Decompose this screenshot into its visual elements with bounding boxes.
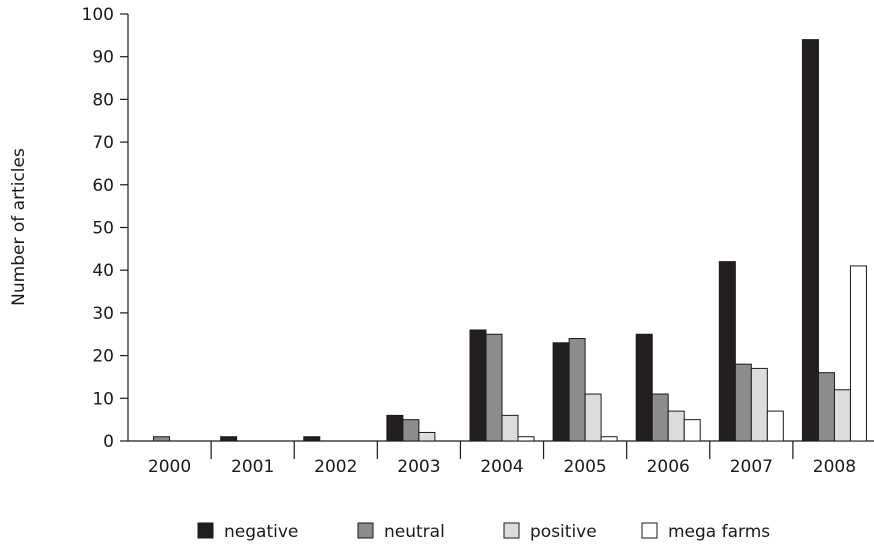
bar-neutral-2007 [734,363,752,442]
bar-positive-2006 [667,410,685,442]
y-axis-ticks: 0 10 20 30 40 50 60 70 80 90 100 [82,5,128,452]
x-tick-label: 2008 [813,457,856,477]
x-axis-ticks: 2000 2001 2002 2003 2004 2005 2006 2007 2008 [148,441,856,477]
legend-swatch-neutral [357,522,374,539]
y-tick-label: 50 [92,219,114,239]
bar-negative-2008 [801,39,819,442]
bar-negative-2006 [635,333,653,442]
x-tick-label: 2002 [314,457,357,477]
bar-positive-2005 [584,393,602,442]
bar-neutral-2004 [485,333,503,442]
bar-positive-2003 [418,431,436,442]
bar-neutral-2000 [153,436,171,442]
bar-positive-2007 [750,367,768,442]
y-tick-label: 100 [82,5,114,25]
y-tick-label: 10 [92,389,114,409]
bar-negative-2001 [220,436,238,442]
x-tick-label: 2001 [231,457,274,477]
x-tick-label: 2004 [480,457,523,477]
y-tick-label: 60 [92,176,114,196]
y-tick-label: 0 [103,432,114,452]
bar-neutral-2006 [651,393,669,442]
bar-mega-farms-2007 [766,410,784,442]
x-tick-label: 2007 [730,457,773,477]
bar-positive-2004 [501,414,519,442]
legend-swatch-positive [503,522,520,539]
bar-negative-2004 [469,329,487,442]
bar-negative-2003 [386,414,404,442]
legend-label-positive: positive [530,522,597,542]
bar-mega-farms-2006 [683,419,701,442]
legend-swatch-mega-farms [641,522,658,539]
bar-neutral-2005 [568,338,586,442]
x-tick-label: 2003 [397,457,440,477]
x-tick-label: 2000 [148,457,191,477]
bar-positive-2008 [833,389,851,442]
y-tick-label: 90 [92,48,114,68]
bar-neutral-2003 [402,419,420,442]
legend-label-neutral: neutral [384,522,445,542]
legend-label-negative: negative [224,522,298,542]
bars-group [153,39,867,442]
y-tick-label: 70 [92,133,114,153]
y-tick-label: 20 [92,347,114,367]
x-tick-label: 2006 [647,457,690,477]
bar-negative-2007 [718,261,736,442]
y-tick-label: 40 [92,261,114,281]
y-tick-label: 30 [92,304,114,324]
bar-neutral-2008 [817,372,835,442]
y-tick-label: 80 [92,90,114,110]
legend: negative neutral positive mega farms [197,522,770,542]
bar-negative-2005 [552,342,570,442]
bar-mega-farms-2005 [600,436,618,442]
bar-mega-farms-2004 [517,436,535,442]
y-axis-title: Number of articles [9,148,29,306]
x-tick-label: 2005 [563,457,606,477]
bar-mega-farms-2008 [849,265,867,442]
legend-swatch-negative [197,522,214,539]
legend-label-mega-farms: mega farms [668,522,770,542]
bar-negative-2002 [303,436,321,442]
